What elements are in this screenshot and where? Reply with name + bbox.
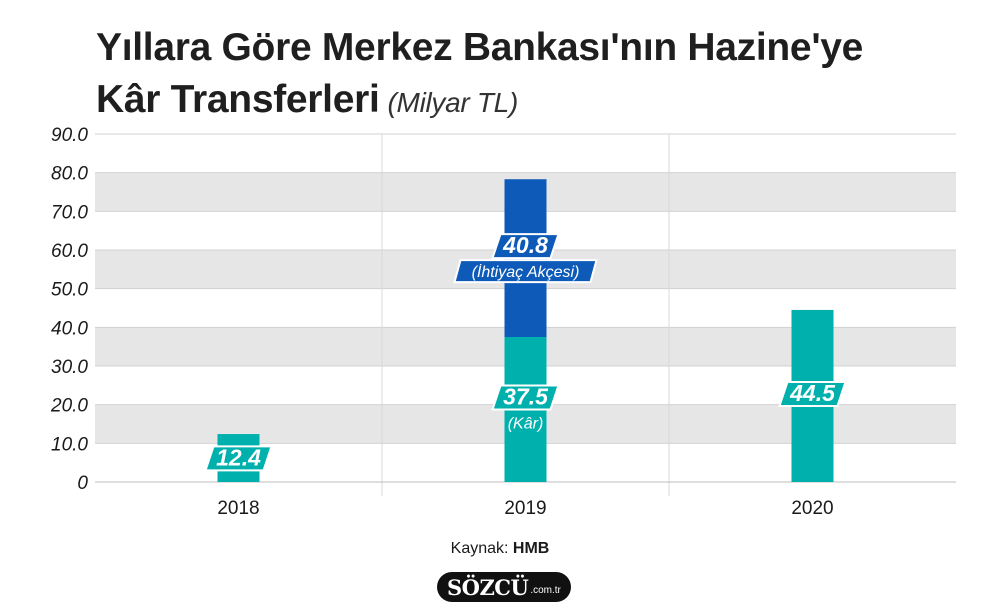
title-line-1: Yıllara Göre Merkez Bankası'nın Hazine'y…: [96, 26, 864, 69]
x-category-label: 2018: [217, 498, 259, 519]
x-category-label: 2019: [504, 498, 546, 519]
data-labels: 12.4 37.5 (Kâr) 40.8 (İhtiyaç Akçesi) 44.5: [204, 232, 847, 472]
x-axis-categories: 2018 2019 2020: [217, 498, 833, 519]
chart-title: Yıllara Göre Merkez Bankası'nın Hazine'y…: [96, 22, 976, 129]
y-tick-label: 90.0: [51, 125, 88, 146]
data-label-value: 12.4: [216, 444, 261, 470]
y-tick-label: 40.0: [51, 318, 88, 339]
logo-tld: .com.tr: [530, 584, 561, 596]
data-label-sublabel: (İhtiyaç Akçesi): [472, 262, 580, 281]
data-label-2018-kâr: 12.4: [204, 444, 273, 472]
title-line-2: Kâr Transferleri (Milyar TL): [96, 74, 976, 129]
data-label-value: 40.8: [502, 232, 548, 258]
data-label-bg: [491, 233, 560, 260]
y-tick-label: 80.0: [51, 164, 88, 185]
y-axis-ticks: 0 10.0 20.0 30.0 40.0 50.0 60.0 70.0 80.0 90.0: [50, 125, 88, 494]
data-sublabel-bg: [453, 259, 598, 284]
source-note: Kaynak: HMB: [0, 540, 1000, 558]
data-label-value: 44.5: [789, 380, 836, 406]
data-label-bg: [491, 384, 560, 411]
y-tick-label: 70.0: [51, 202, 88, 223]
logo-brand: SÖZCÜ: [447, 574, 529, 600]
y-tick-label: 20.0: [50, 396, 88, 417]
y-tick-label: 0: [77, 473, 88, 494]
y-tick-label: 60.0: [51, 241, 88, 262]
data-label-value: 37.5: [503, 384, 549, 410]
y-tick-label: 50.0: [51, 280, 88, 301]
title-line-2-text: Kâr Transferleri: [96, 78, 380, 121]
source-label: Kaynak:: [450, 540, 509, 557]
data-label-2020-kâr: 44.5: [778, 380, 847, 407]
y-tick-label: 30.0: [51, 357, 88, 378]
data-label-2019-i̇htiyaç-akçesi: 40.8 (İhtiyaç Akçesi): [453, 232, 598, 284]
data-label-2019-kâr: 37.5 (Kâr): [491, 384, 560, 433]
sozcu-logo: SÖZCÜ .com.tr: [437, 572, 571, 602]
bar-chart: 0 10.0 20.0 30.0 40.0 50.0 60.0 70.0 80.0 90.0 12…: [50, 125, 956, 519]
title-unit: (Milyar TL): [387, 87, 519, 118]
data-label-bg: [778, 380, 847, 407]
data-label-sublabel: (Kâr): [508, 416, 544, 433]
x-category-label: 2020: [791, 498, 833, 519]
y-tick-label: 10.0: [51, 434, 88, 455]
source-value: HMB: [512, 540, 550, 557]
data-label-bg: [204, 445, 273, 472]
